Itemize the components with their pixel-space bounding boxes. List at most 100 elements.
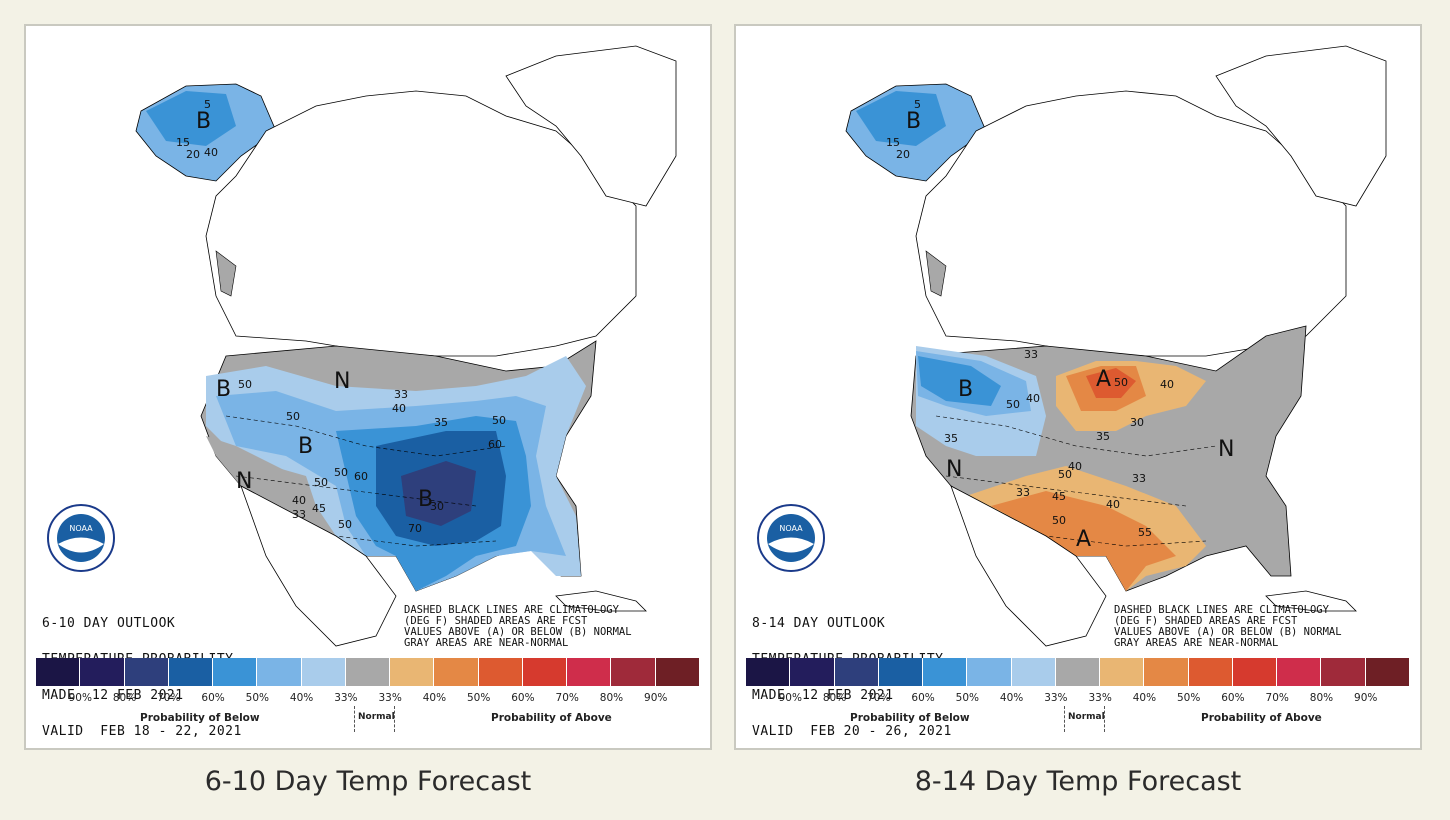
colorbar-tick-label: 50% [1176, 692, 1201, 704]
contour-label: 33 [292, 508, 306, 521]
map-frame-8-14: B B A A N N 5 15 20 50 40 33 35 50 40 30… [746, 36, 1410, 738]
contour-label: 33 [394, 388, 408, 401]
title-line: VALID FEB 18 - 22, 2021 [42, 724, 242, 738]
contour-label: 50 [334, 466, 348, 479]
legend-notes-6-10: DASHED BLACK LINES ARE CLIMATOLOGY (DEG … [404, 605, 632, 649]
colorbar-swatch [434, 658, 479, 686]
contour-label: 55 [1138, 526, 1152, 539]
colorbar-swatch [655, 658, 700, 686]
colorbar-swatch [790, 658, 835, 686]
contour-label: 50 [238, 378, 252, 391]
panel-8-14-day: B B A A N N 5 15 20 50 40 33 35 50 40 30… [734, 24, 1422, 750]
legend-line: (DEG F) SHADED AREAS ARE FCST [1114, 615, 1298, 627]
region-letter: B [418, 487, 433, 512]
region-letter: N [1218, 437, 1234, 462]
contour-label: 15 [176, 136, 190, 149]
probability-ticks: 90% 80% 70% 60% 50% 40% 33% 33% 40% 50% 60% 70% 80% 9… [36, 692, 700, 706]
legend-line: DASHED BLACK LINES ARE CLIMATOLOGY [1114, 604, 1329, 616]
caption-8-14: 8-14 Day Temp Forecast [914, 766, 1242, 797]
below-label: Probability of Below [850, 712, 970, 724]
colorbar-tick-label: 60% [1221, 692, 1245, 704]
probability-groups: Probability of Below Normal Probability … [746, 706, 1410, 732]
colorbar-tick-label: 70% [867, 692, 891, 704]
colorbar-swatch [1144, 658, 1189, 686]
contour-label: 33 [1132, 472, 1146, 485]
colorbar-swatch [478, 658, 523, 686]
colorbar-swatch [1232, 658, 1278, 686]
colorbar-tick-label: 40% [999, 692, 1024, 704]
colorbar-tick-label: 40% [289, 692, 314, 704]
colorbar-tick-label: 33% [378, 692, 402, 704]
contour-label: 50 [492, 414, 506, 427]
colorbar-tick-label: 70% [157, 692, 181, 704]
contour-label: 15 [886, 136, 900, 149]
contour-label: 5 [914, 98, 921, 111]
contour-label: 35 [944, 432, 958, 445]
colorbar-swatch [124, 658, 169, 686]
contour-label: 40 [1106, 498, 1120, 511]
title-line: 8-14 DAY OUTLOOK [752, 616, 886, 631]
colorbar-tick-label: 80% [112, 692, 137, 704]
above-label: Probability of Above [491, 712, 612, 724]
caption-6-10: 6-10 Day Temp Forecast [204, 766, 532, 797]
contour-label: 20 [186, 148, 200, 161]
colorbar-swatch [746, 658, 791, 686]
contour-label: 50 [1114, 376, 1128, 389]
colorbar-tick-label: 70% [1265, 692, 1289, 704]
logo-text: NOAA [69, 524, 93, 533]
colorbar-swatch [567, 658, 612, 686]
contour-label: 40 [1068, 460, 1082, 473]
contour-label: 50 [1058, 468, 1072, 481]
region-letter: A [1076, 527, 1091, 552]
contour-label: 50 [286, 410, 300, 423]
contour-label: 45 [1052, 490, 1066, 503]
colorbar-tick-label: 80% [599, 692, 624, 704]
colorbar-swatch [1011, 658, 1056, 686]
title-block-6-10: 6-10 DAY OUTLOOK TEMPERATURE PROBABILITY… [42, 594, 242, 738]
region-letter: B [298, 434, 313, 459]
colorbar-swatch [923, 658, 968, 686]
colorbar-tick-label: 90% [68, 692, 92, 704]
colorbar-tick-label: 90% [778, 692, 802, 704]
title-line: 6-10 DAY OUTLOOK [42, 616, 176, 631]
contour-label: 30 [430, 500, 444, 513]
colorbar-swatch [80, 658, 125, 686]
colorbar-tick-label: 90% [644, 692, 668, 704]
region-letter: N [236, 469, 252, 494]
colorbar-tick-label: 50% [466, 692, 491, 704]
contour-label: 50 [338, 518, 352, 531]
contour-label: 40 [392, 402, 406, 415]
colorbar-swatch [36, 658, 81, 686]
colorbar-swatch [1188, 658, 1233, 686]
colorbar-swatch [390, 658, 435, 686]
colorbar-tick-label: 33% [1088, 692, 1112, 704]
contour-label: 40 [1160, 378, 1174, 391]
colorbar-tick-label: 60% [201, 692, 225, 704]
contour-label: 50 [314, 476, 328, 489]
contour-label: 5 [204, 98, 211, 111]
colorbar-swatch [834, 658, 879, 686]
colorbar-tick-label: 70% [555, 692, 579, 704]
contour-label: 33 [1016, 486, 1030, 499]
probability-colorbar [746, 658, 1410, 686]
map-frame-6-10: B B B B N N 5 15 20 40 50 33 40 50 60 50… [36, 36, 700, 738]
colorbar-tick-label: 40% [1132, 692, 1157, 704]
colorbar-tick-label: 80% [822, 692, 847, 704]
legend-line: GRAY AREAS ARE NEAR-NORMAL [404, 637, 569, 649]
contour-label: 33 [1024, 348, 1038, 361]
probability-groups: Probability of Below Normal Probability … [36, 706, 700, 732]
colorbar-tick-label: 33% [334, 692, 358, 704]
region-letter: B [196, 109, 211, 134]
title-line: MADE 12 FEB 2021 [752, 688, 894, 703]
colorbar-swatch [1321, 658, 1366, 686]
probability-ticks: 90% 80% 70% 60% 50% 40% 33% 33% 40% 50% 60% 70% 80% 9… [746, 692, 1410, 706]
legend-line: (DEG F) SHADED AREAS ARE FCST [404, 615, 588, 627]
normal-label: Normal [1068, 712, 1105, 722]
contour-label: 60 [488, 438, 502, 451]
colorbar-swatch [168, 658, 214, 686]
region-letter: B [906, 109, 921, 134]
region-letter: N [334, 369, 350, 394]
probability-colorbar [36, 658, 700, 686]
contour-label: 70 [408, 522, 422, 535]
colorbar-swatch [213, 658, 258, 686]
